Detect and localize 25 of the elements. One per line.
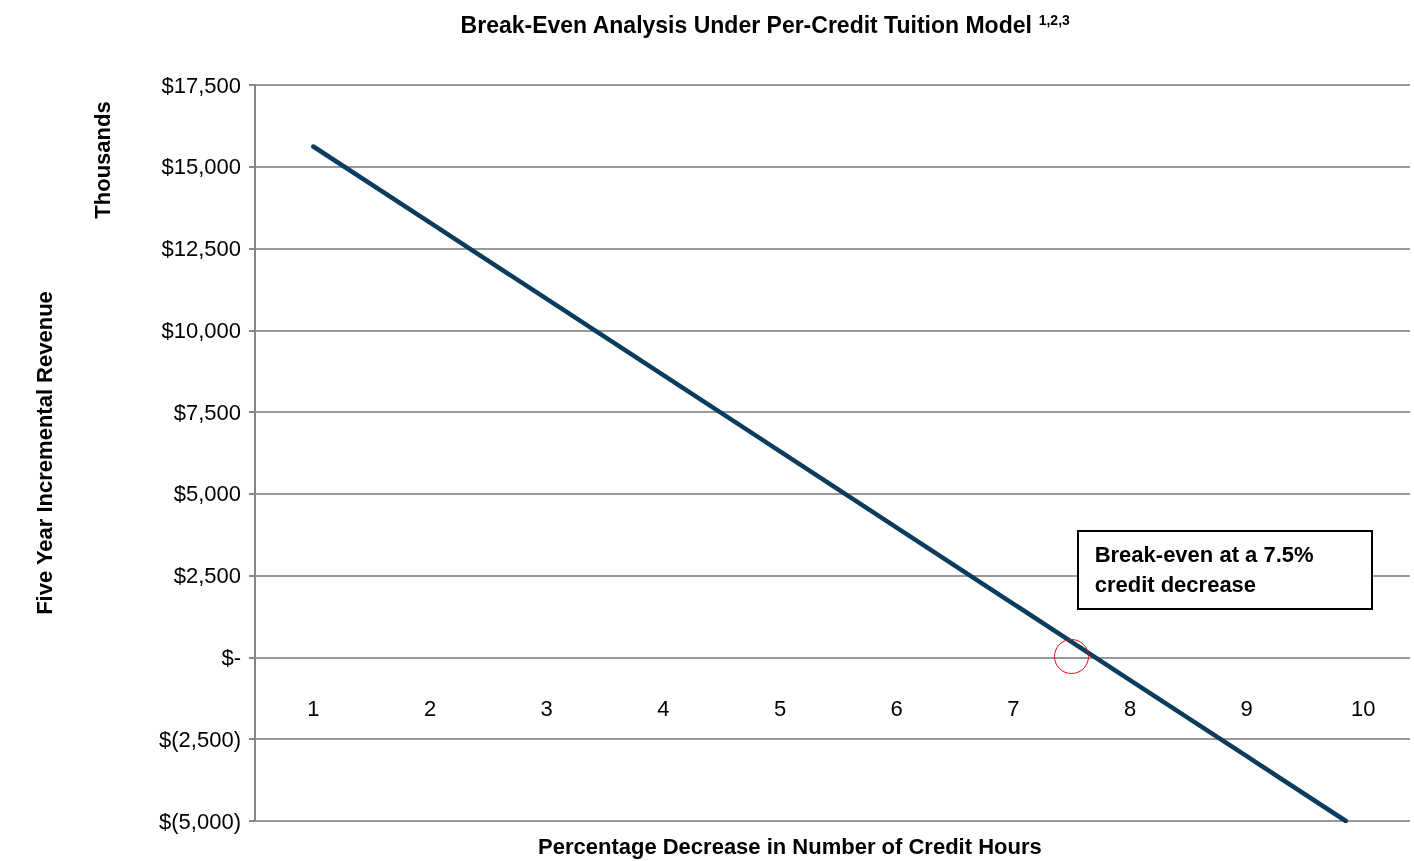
y-tick-label: $15,000 <box>161 154 241 180</box>
x-tick-label: 4 <box>657 695 670 721</box>
y-tick-label: $5,000 <box>173 481 241 507</box>
x-tick-label: 10 <box>1351 695 1376 721</box>
x-axis-title: Percentage Decrease in Number of Credit Hours <box>538 833 1042 859</box>
y-tick-label: $- <box>221 644 241 670</box>
y-tick-label: $2,500 <box>173 563 241 589</box>
x-tick-label: 2 <box>423 695 437 721</box>
x-tick-label: 9 <box>1240 695 1253 721</box>
text: Thousands <box>89 101 116 219</box>
y-tick-label: $12,500 <box>161 236 241 262</box>
y-tick-label: $(5,000) <box>159 808 241 834</box>
chart-title: Break-Even Analysis Under Per-Credit Tuition Model 1,2,3 <box>460 12 1071 38</box>
x-tick-label: 8 <box>1123 695 1137 721</box>
y-tick-label: $17,500 <box>161 72 241 98</box>
x-tick-label: 5 <box>773 695 787 721</box>
x-tick-label: 7 <box>1007 695 1020 721</box>
y-tick-label: $(2,500) <box>159 726 241 752</box>
x-tick-label: 1 <box>307 695 320 721</box>
y-tick-label: $7,500 <box>173 399 241 425</box>
y-tick-label: $10,000 <box>161 317 241 343</box>
x-tick-label: 6 <box>890 695 903 721</box>
x-tick-label: 3 <box>540 695 553 721</box>
y-axis-title: Five Year Incremental Revenue <box>31 291 57 615</box>
callout-box: Break-even at a 7.5% credit decrease <box>1076 530 1373 611</box>
